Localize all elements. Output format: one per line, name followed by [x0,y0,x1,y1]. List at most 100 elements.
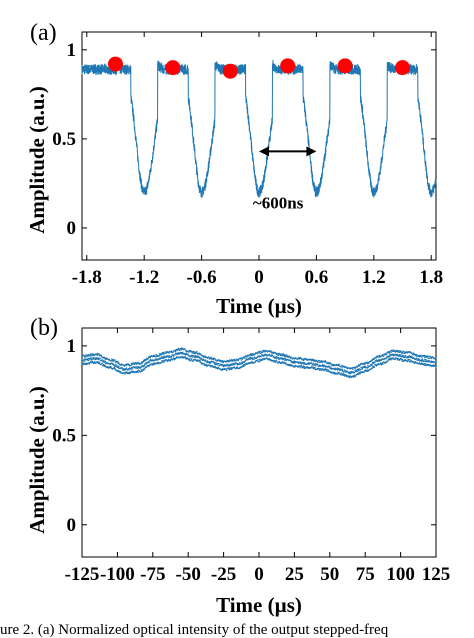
panel-b-band-dot [260,350,262,352]
panel-b-band-dot [409,359,412,361]
panel-b-band-dot [145,363,147,365]
panel-b-band-dot [349,372,352,375]
panel-b-band-dot [132,362,135,364]
panel-b-band-dot [119,371,122,373]
panel-a-xtick-label: -1.2 [129,267,159,288]
panel-b-band-dot [310,362,313,364]
panel-b-band-dot [364,365,366,368]
panel-b-band-dot [400,350,402,353]
panel-b-band-dot [133,363,136,366]
panel-b-band-dot [380,359,383,361]
panel-b-band-dot [204,355,206,357]
panel-b-band-dot [192,360,195,362]
panel-b-band-dot [398,359,401,362]
panel-b-band-dot [174,350,177,353]
panel-b-band-dot [195,358,197,361]
panel-b-band-dot [428,359,430,362]
panel-b-band-dot [198,355,200,358]
panel-b-band-dot [413,352,415,354]
panel-b-band-dot [318,360,320,362]
panel-b-band-dot [394,358,396,361]
panel-b-xtick-label: 0 [254,564,264,585]
panel-b-band-dot [369,365,372,368]
panel-b-band-dot [326,361,328,363]
panel-b-band-dot [373,366,376,368]
panel-b-band-dot [297,360,299,363]
figure-canvas: (a) Amplitude (a.u.) Time (µs) -1.8 -1.2-… [25,20,450,617]
panel-b-band-dot [256,352,259,355]
panel-b-band-dot [193,354,195,357]
panel-b-band-dot [161,360,164,362]
panel-b-band-dot [323,364,326,367]
panel-b-band-dot [149,356,152,359]
panel-b-band-dot [195,352,197,354]
panel-b-band-dot [225,369,228,372]
panel-b-band-dot [314,364,317,367]
panel-b-band-dot [254,353,256,356]
panel-b-xtick-label: 100 [386,564,415,585]
panel-b-band-dot [274,361,276,363]
panel-b-band-dot [191,356,193,358]
panel-b-band-dot [103,359,105,362]
panel-b-band-dot [160,361,163,364]
panel-b-band-dot [125,367,128,369]
panel-b-band-dot [230,358,233,361]
panel-b-band-dot [257,359,259,361]
panel-b-band-dot [103,363,105,366]
panel-b-xtick-label: 50 [320,564,339,585]
panel-b-band-dot [291,356,293,359]
panel-b-band-dot [348,376,351,379]
panel-b-band-dot [422,359,424,361]
panel-b-band-dot [117,361,120,363]
panel-b-band-dot [91,358,94,361]
panel-b-band-dot [359,368,362,371]
panel-b-band-dot [285,362,287,364]
panel-a-annotation-text: ~600ns [253,193,304,212]
panel-b-band-dot [243,365,245,368]
panel-b-band-dot [316,363,319,366]
panel-b-band-dot [404,358,406,361]
panel-b-band-dot [275,357,278,360]
panel-b-band-dot [131,367,134,370]
panel-b-band-dot [181,355,183,358]
panel-b-band-dot [83,360,86,362]
panel-b-band-dot [363,363,366,366]
panel-a-ytick-label: 0.5 [52,129,76,150]
panel-b-band-dot [326,370,329,372]
panel-b-band-dot [251,356,254,359]
panel-b-band-dot [163,361,166,363]
panel-b-band-dot [203,362,205,365]
panel-b-band-dot [101,362,103,365]
panel-b-band-dot [384,354,386,356]
panel-b-band-dot [218,364,221,367]
panel-b-band-dot [214,365,216,368]
panel-b-band-dot [277,356,279,359]
panel-a: (a) Amplitude (a.u.) Time (µs) -1.8 -1.2-… [25,20,443,318]
panel-b-ytick-label: 0.5 [52,425,76,446]
panel-b-band-dot [371,364,373,366]
panel-b-band-dot [275,360,278,362]
panel-a-marker-point [280,58,296,74]
panel-b-band-dot [322,365,325,368]
panel-b-band-dot [275,355,277,358]
panel-b-band-dot [276,352,278,355]
panel-b-band-dot [104,356,106,359]
panel-b-band-dot [399,354,402,356]
panel-b-band-dot [114,359,116,361]
panel-b-band-dot [298,358,301,360]
panel-b-band-dot [357,373,360,376]
panel-a-xtick-label: 1.8 [419,267,443,288]
panel-b-band-dot [93,360,96,363]
figure-caption: ure 2. (a) Normalized optical intensity … [0,622,389,638]
panel-b-band-dot [229,364,232,367]
panel-b: (b) Amplitude (a.u.) Time (µs) -125 -100-… [25,315,450,617]
panel-b-band-dot [220,359,222,362]
panel-b-band-dot [421,360,423,362]
panel-b-band-dot [92,353,95,355]
panel-b-band-dot [135,363,138,365]
panel-b-band-dot [367,362,370,365]
panel-b-band-dot [435,366,437,368]
panel-b-band-dot [204,363,206,366]
panel-b-band-dot [199,360,202,362]
panel-b-band-dot [435,356,437,359]
